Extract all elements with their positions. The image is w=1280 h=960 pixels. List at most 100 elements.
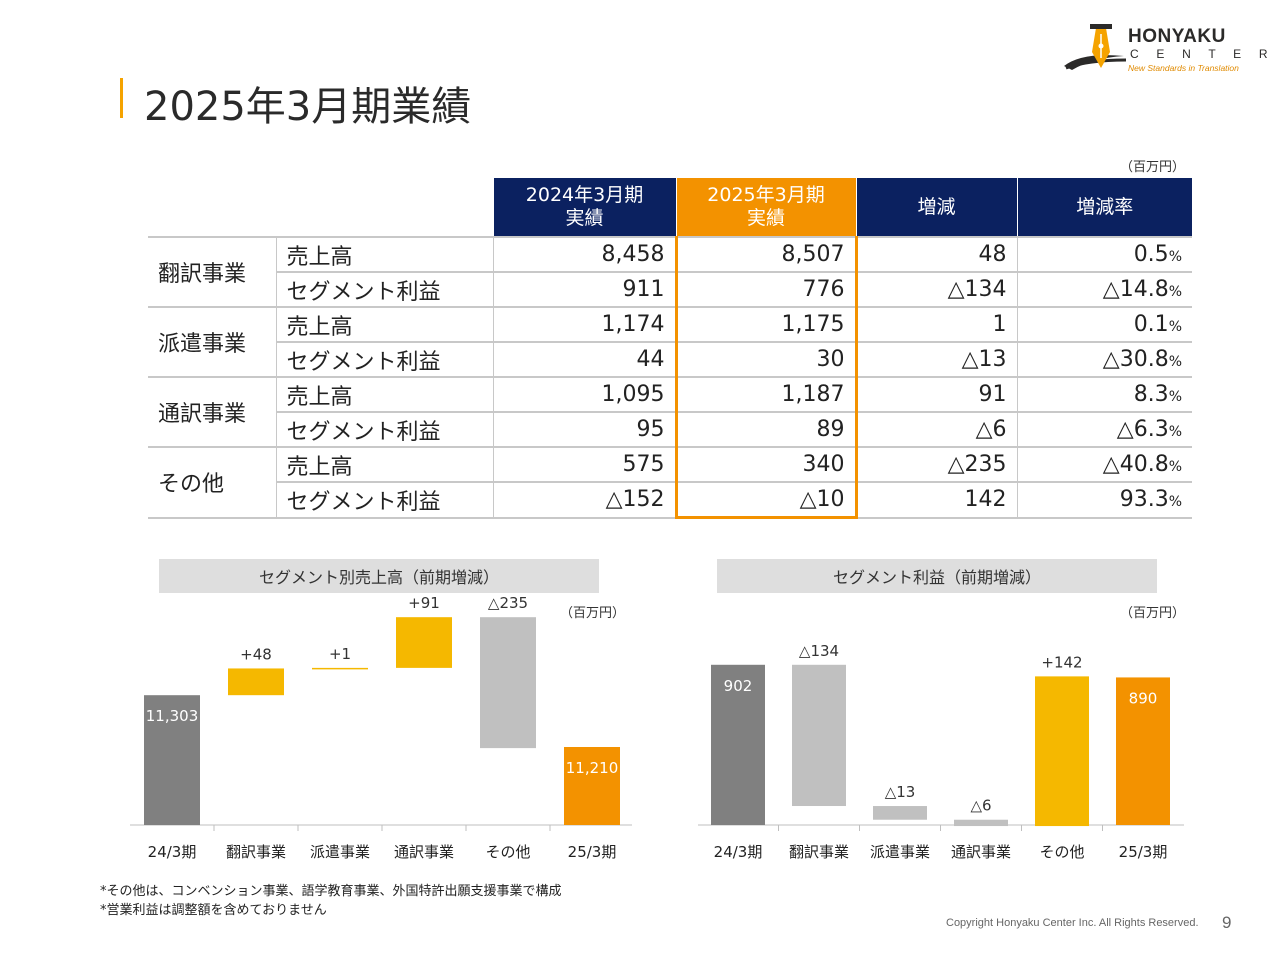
cell-rate: △30.8% (1017, 342, 1192, 378)
data-label: +142 (1041, 653, 1082, 671)
profit-chart-unit: （百万円） (1120, 606, 1186, 621)
table-header-row: 2024年3月期 実績 2025年3月期 実績 増減 増減率 (148, 178, 1192, 237)
cell-change: 142 (856, 482, 1018, 519)
data-label: 890 (1129, 689, 1158, 707)
logo-subtitle: C E N T E R (1130, 47, 1275, 61)
table-row: その他 売上高 575 340 △235 △40.8% (148, 446, 1192, 519)
cell-fy2024: 1,095 (493, 377, 677, 413)
header-fy2025: 2025年3月期 実績 (676, 178, 857, 237)
cell-change: △13 (856, 342, 1018, 378)
data-label: 902 (724, 677, 753, 695)
cell-fy2024: 8,458 (493, 236, 677, 273)
category-label: 翻訳事業 (789, 843, 849, 861)
table-row: セグメント利益 44 30 △13 △30.8% (148, 342, 1192, 378)
cell-fy2025: 340 (674, 447, 858, 483)
cell-change: △134 (856, 272, 1018, 308)
pen-nib-icon (1064, 24, 1127, 70)
data-label: △235 (488, 594, 528, 612)
cell-change: 91 (856, 377, 1018, 413)
table-row: セグメント利益 △152 △10 142 93.3% (148, 482, 1192, 519)
row-item: セグメント利益 (276, 272, 494, 308)
waterfall-bar (480, 617, 536, 749)
cell-fy2024: △152 (493, 482, 677, 519)
logo-tagline: New Standards in Translation (1128, 63, 1239, 73)
waterfall-bar (711, 664, 765, 825)
cell-fy2025: 8,507 (674, 236, 858, 273)
copyright-text: Copyright Honyaku Center Inc. All Rights… (946, 917, 1199, 929)
table-row: セグメント利益 911 776 △134 △14.8% (148, 272, 1192, 308)
header-change: 増減 (856, 178, 1018, 237)
cell-change: 1 (856, 307, 1018, 343)
waterfall-bar (954, 819, 1008, 827)
table-row: 派遣事業 売上高 1,174 1,175 1 0.1% (148, 306, 1192, 378)
segment-name: その他 (148, 446, 277, 519)
segment-name: 通訳事業 (148, 376, 277, 448)
category-label: 24/3期 (148, 843, 197, 861)
table-unit-label: （百万円） (1120, 160, 1186, 175)
cell-change: 48 (856, 236, 1018, 273)
row-item: 売上高 (276, 447, 494, 483)
category-label: 通訳事業 (394, 843, 454, 861)
waterfall-bar (1116, 677, 1170, 825)
header-blank (148, 178, 277, 237)
cell-fy2024: 1,174 (493, 307, 677, 343)
data-label: 11,303 (146, 707, 199, 725)
header-blank (276, 178, 494, 237)
row-item: 売上高 (276, 236, 494, 273)
waterfall-bar (312, 667, 368, 670)
page-number: 9 (1222, 913, 1232, 932)
category-label: 翻訳事業 (226, 843, 286, 861)
cell-rate: △14.8% (1017, 272, 1192, 308)
cell-fy2024: 44 (493, 342, 677, 378)
table-row: 翻訳事業 売上高 8,458 8,507 48 0.5% (148, 236, 1192, 308)
row-item: セグメント利益 (276, 482, 494, 519)
table-row: セグメント利益 95 89 △6 △6.3% (148, 412, 1192, 448)
data-label: +1 (329, 645, 351, 663)
cell-fy2025: 1,175 (674, 307, 858, 343)
logo-wordmark: HONYAKU (1128, 26, 1226, 47)
category-label: その他 (1039, 843, 1084, 861)
cell-rate: △40.8% (1017, 447, 1192, 483)
title-accent-bar (120, 78, 123, 118)
category-label: 派遣事業 (870, 843, 930, 861)
waterfall-bar (144, 695, 200, 825)
row-item: 売上高 (276, 307, 494, 343)
data-label: +48 (240, 645, 272, 663)
cell-fy2025: 89 (674, 412, 858, 448)
profit-chart-title: セグメント利益（前期増減） (717, 559, 1157, 593)
cell-change: △235 (856, 447, 1018, 483)
cell-rate: 0.5% (1017, 236, 1192, 273)
data-label: 11,210 (566, 759, 619, 777)
category-label: 派遣事業 (310, 843, 370, 861)
cell-fy2024: 911 (493, 272, 677, 308)
waterfall-bar (564, 747, 620, 825)
cell-rate: 8.3% (1017, 377, 1192, 413)
category-label: 24/3期 (714, 843, 763, 861)
category-label: その他 (485, 843, 530, 861)
table-row: 通訳事業 売上高 1,095 1,187 91 8.3% (148, 376, 1192, 448)
cell-fy2025: 30 (674, 342, 858, 378)
waterfall-bar (873, 806, 927, 820)
waterfall-bar (792, 664, 846, 807)
cell-rate: 93.3% (1017, 482, 1192, 519)
row-item: 売上高 (276, 377, 494, 413)
segment-name: 派遣事業 (148, 306, 277, 378)
cell-change: △6 (856, 412, 1018, 448)
category-label: 25/3期 (568, 843, 617, 861)
company-logo: HONYAKU C E N T E R New Standards in Tra… (1062, 22, 1268, 78)
data-label: +91 (408, 594, 440, 612)
data-label: △13 (885, 783, 916, 801)
category-label: 通訳事業 (951, 843, 1011, 861)
sales-chart-title: セグメント別売上高（前期増減） (159, 559, 599, 593)
cell-fy2025: △10 (674, 482, 858, 519)
results-table: 2024年3月期 実績 2025年3月期 実績 増減 増減率 翻訳事業 売上高 8,… (148, 178, 1192, 519)
footnote: *営業利益は調整額を含めておりません (100, 903, 327, 918)
waterfall-bar (396, 617, 452, 668)
cell-fy2025: 1,187 (674, 377, 858, 413)
cell-fy2025: 776 (674, 272, 858, 308)
sales-waterfall-chart: 11,303 24/3期 +48 翻訳事業 +1 派遣事業 +91 通訳事業 △235 その他 11… (130, 594, 632, 861)
header-change-rate: 増減率 (1017, 178, 1192, 237)
sales-chart-unit: （百万円） (560, 606, 626, 621)
cell-rate: △6.3% (1017, 412, 1192, 448)
page-title: 2025年3月期業績 (144, 84, 472, 130)
